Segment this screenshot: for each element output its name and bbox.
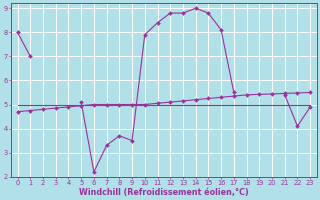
- X-axis label: Windchill (Refroidissement éolien,°C): Windchill (Refroidissement éolien,°C): [79, 188, 249, 197]
